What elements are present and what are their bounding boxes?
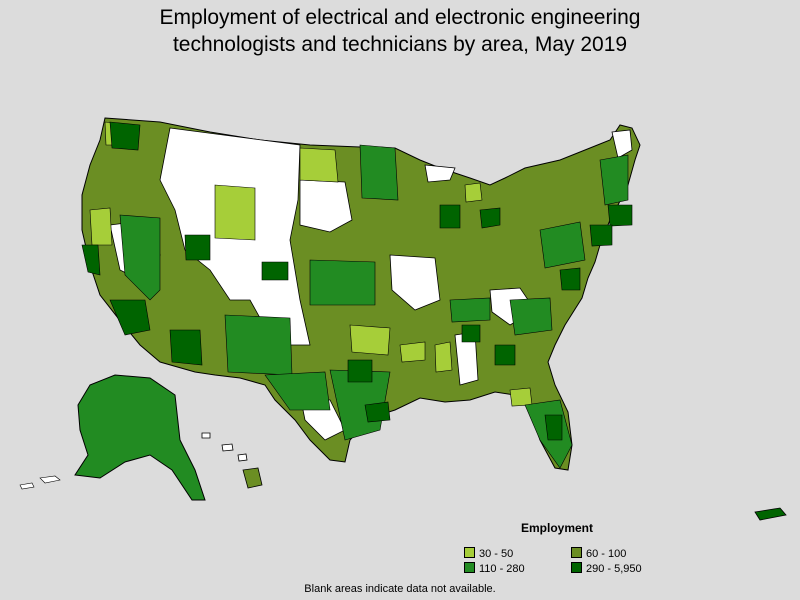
- legend-item-60-100: 60 - 100: [571, 547, 626, 560]
- region-alabama: [434, 341, 453, 373]
- region-salt-lake: [184, 234, 211, 261]
- regions-290-5950: [81, 121, 633, 441]
- region-seattle: [109, 121, 141, 151]
- region-atlanta: [494, 344, 516, 366]
- region-phoenix: [169, 329, 203, 366]
- legend-label-290-5950: 290 - 5,950: [586, 563, 642, 575]
- region-dallas: [347, 359, 373, 383]
- region-nor-cal: [89, 207, 113, 246]
- legend-title: Employment: [521, 521, 594, 535]
- region-michigan: [464, 182, 483, 203]
- no-data-north-maine: [611, 129, 633, 159]
- region-new-mexico: [224, 314, 293, 376]
- no-data-dakotas: [299, 179, 353, 233]
- region-carolinas: [509, 297, 553, 336]
- region-detroit: [479, 207, 501, 229]
- region-chicago: [439, 204, 461, 229]
- region-boston: [607, 204, 633, 227]
- map-title-line2: technologists and technicians by area, M…: [172, 33, 628, 56]
- region-nyc: [589, 224, 613, 247]
- region-oklahoma-arkansas: [349, 324, 391, 356]
- legend-label-30-50: 30 - 50: [479, 548, 514, 560]
- region-texas-west: [264, 371, 331, 411]
- region-houston: [364, 401, 391, 423]
- region-tennessee: [449, 297, 491, 323]
- map-title-line1: Employment of electrical and electronic …: [159, 6, 641, 29]
- region-orlando: [544, 414, 563, 441]
- no-data-ozarks: [389, 254, 441, 311]
- legend-swatch-30-50: [464, 547, 475, 558]
- legend-label-60-100: 60 - 100: [586, 548, 627, 560]
- region-new-england: [599, 154, 629, 206]
- region-huntsville: [461, 324, 481, 343]
- footnote: Blank areas indicate data not available.: [304, 583, 496, 595]
- region-nevada: [119, 214, 161, 301]
- hawaii-islands: [201, 432, 263, 489]
- no-data-upper-michigan: [424, 164, 456, 183]
- region-kansas: [309, 259, 376, 306]
- legend-item-30-50: 30 - 50: [464, 547, 513, 560]
- legend-swatch-60-100: [571, 547, 582, 558]
- region-missouri: [399, 341, 426, 363]
- region-dc-baltimore: [559, 267, 581, 291]
- legend-swatch-110-280: [464, 562, 475, 573]
- map-title: Employment of electrical and electronic …: [0, 4, 800, 58]
- region-los-angeles: [109, 299, 151, 336]
- legend-item-290-5950: 290 - 5,950: [571, 562, 642, 575]
- region-wyoming: [214, 184, 256, 241]
- legend-swatch-290-5950: [571, 562, 582, 573]
- alaska-shape: [74, 374, 206, 501]
- region-minnesota: [359, 144, 399, 201]
- regions-30-50: [89, 121, 533, 407]
- region-georgia: [509, 387, 533, 407]
- region-north-dakota: [299, 147, 339, 183]
- alaska-aleutian-islands: [19, 475, 61, 490]
- legend-label-110-280: 110 - 280: [479, 563, 525, 575]
- region-denver: [261, 261, 289, 281]
- puerto-rico-shape: [754, 507, 787, 521]
- legend-item-110-280: 110 - 280: [464, 562, 525, 575]
- region-bay-area: [81, 244, 101, 276]
- region-mid-atlantic: [539, 221, 586, 269]
